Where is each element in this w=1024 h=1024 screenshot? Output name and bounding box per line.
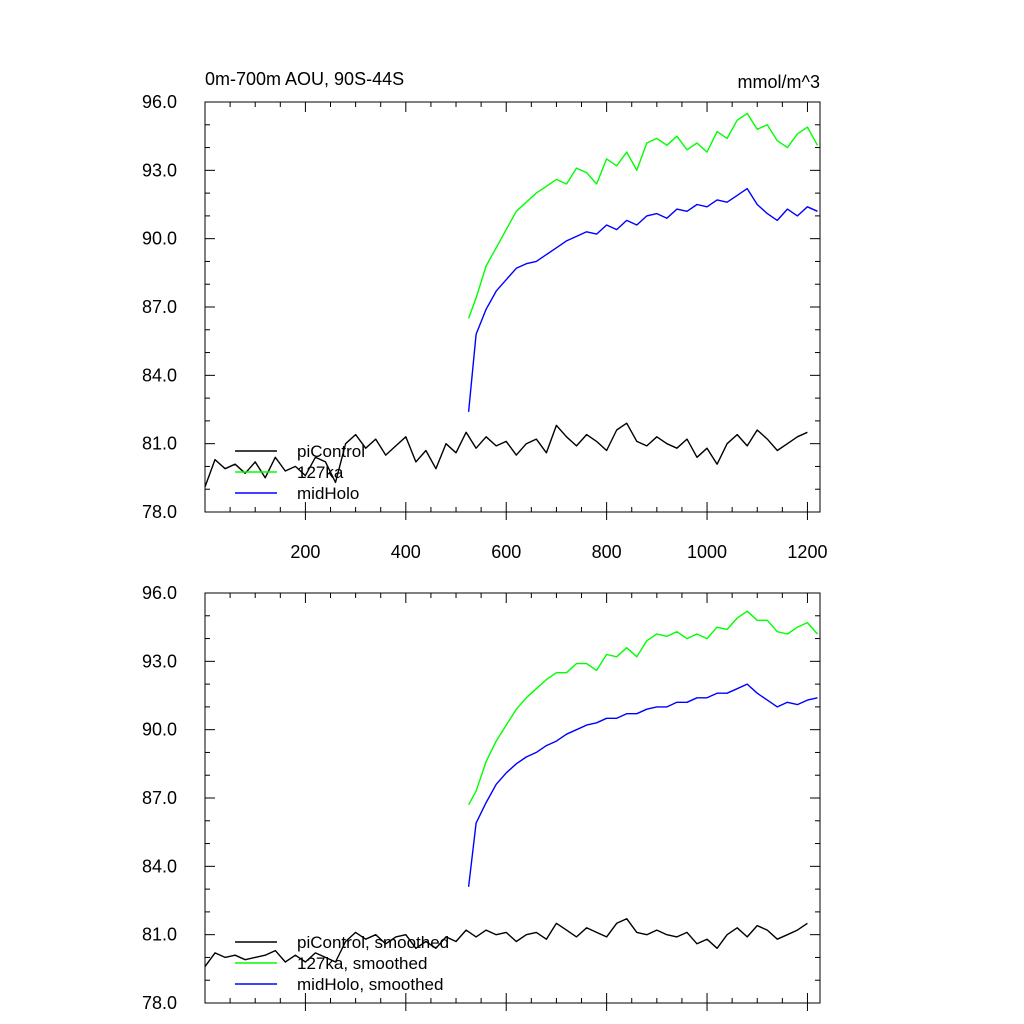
y-tick-label: 93.0: [142, 651, 177, 671]
figure-units: mmol/m^3: [738, 72, 820, 92]
y-tick-label: 78.0: [142, 993, 177, 1013]
legend-label: midHolo, smoothed: [297, 975, 443, 994]
series-line-picontrol: [204, 422, 808, 488]
plot-panel-2: 78.0 81.0 84.0 87.0 90.0 93.0 96.0 piControl, s…: [142, 583, 821, 1013]
y-tick-label: 90.0: [142, 229, 177, 249]
legend-label: midHolo: [297, 484, 359, 503]
x-tick-label: 1000: [687, 542, 727, 562]
figure-title: 0m-700m AOU, 90S-44S: [205, 69, 404, 89]
legend: piControl 127ka midHolo: [235, 442, 365, 503]
x-tick-label: 600: [491, 542, 521, 562]
legend-label: piControl, smoothed: [297, 933, 449, 952]
y-tick-label: 96.0: [142, 583, 177, 603]
series-line-127ka-smoothed: [467, 610, 819, 806]
legend-label: 127ka: [297, 463, 344, 482]
series-line-midholo: [467, 187, 818, 412]
y-tick-label: 81.0: [142, 925, 177, 945]
y-tick-label: 78.0: [142, 502, 177, 522]
x-tick-label: 1200: [787, 542, 827, 562]
x-tick-label: 200: [290, 542, 320, 562]
y-tick-label: 84.0: [142, 365, 177, 385]
y-tick-label: 93.0: [142, 160, 177, 180]
series-line-picontrol-smoothed: [204, 918, 808, 968]
y-tick-label: 96.0: [142, 92, 177, 112]
y-tick-label: 81.0: [142, 434, 177, 454]
legend-label: piControl: [297, 442, 365, 461]
y-tick-label: 87.0: [142, 788, 177, 808]
y-tick-label: 87.0: [142, 297, 177, 317]
plot-panel-1: 78.0 81.0 84.0 87.0 90.0 93.0 96.0 200 400 600 800…: [142, 92, 828, 562]
x-tick-label: 800: [592, 542, 622, 562]
series-line-midholo-smoothed: [467, 683, 818, 887]
legend: piControl, smoothed 127ka, smoothed midHol…: [235, 933, 449, 994]
x-tick-label: 400: [391, 542, 421, 562]
series-line-127ka: [467, 112, 819, 319]
legend-label: 127ka, smoothed: [297, 954, 427, 973]
y-tick-label: 84.0: [142, 856, 177, 876]
y-tick-label: 90.0: [142, 720, 177, 740]
